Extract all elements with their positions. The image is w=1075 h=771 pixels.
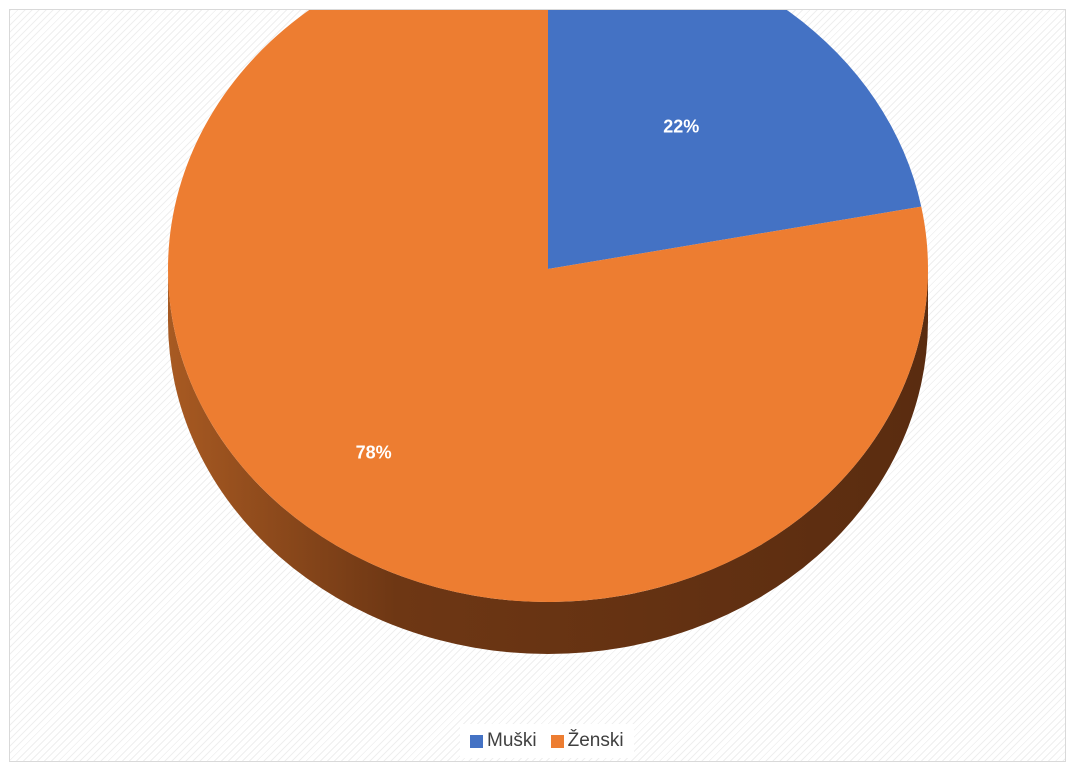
- legend-item-zenski: Ženski: [550, 730, 624, 752]
- pie-slice-muski: [548, 10, 922, 269]
- legend-item-muski: Muški: [470, 730, 537, 752]
- chart-area: 22% 78% Muški Ženski: [9, 9, 1066, 762]
- pie-side-wall: [168, 269, 928, 654]
- legend-label-muski: Muški: [487, 730, 537, 751]
- pie-data-labels: 22% 78%: [356, 117, 700, 463]
- pie-chart: 22% 78%: [168, 10, 928, 654]
- data-label-muski: 22%: [663, 117, 699, 137]
- data-label-zenski: 78%: [356, 442, 392, 462]
- legend-swatch-zenski: [550, 734, 564, 748]
- pie-slice-zenski: [168, 10, 928, 602]
- pie-slices: [168, 10, 928, 602]
- legend-label-zenski: Ženski: [567, 730, 624, 751]
- legend: Muški Ženski: [460, 724, 634, 758]
- pie-side-ezenski: [168, 269, 928, 654]
- legend-swatch-muski: [470, 734, 483, 748]
